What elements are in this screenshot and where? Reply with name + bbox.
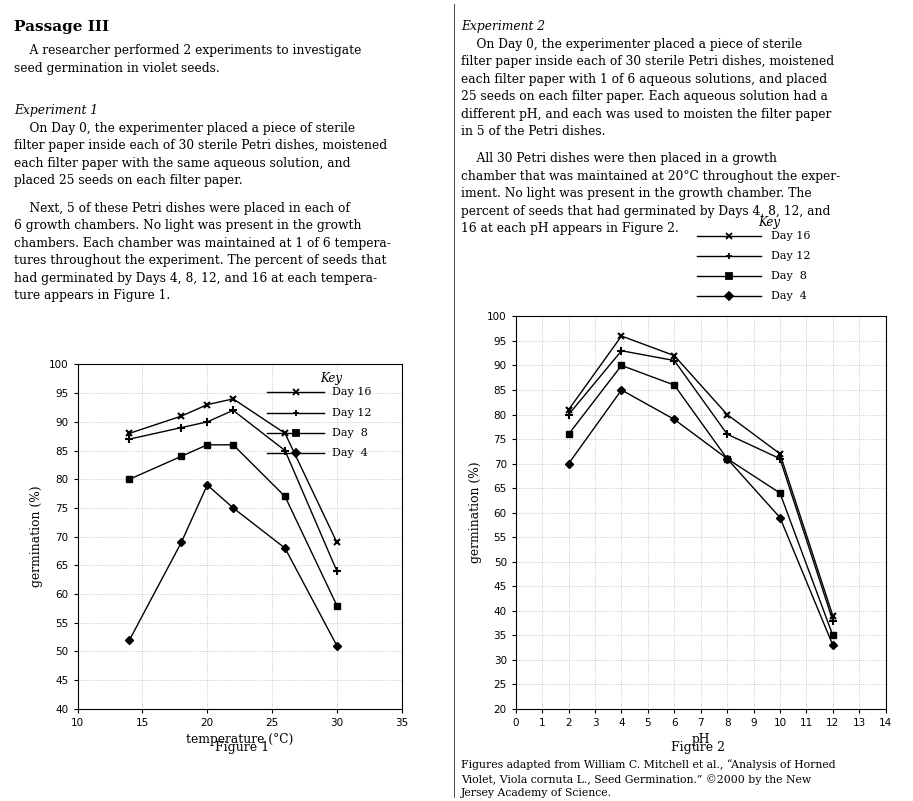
Text: On Day 0, the experimenter placed a piece of sterile
filter paper inside each of: On Day 0, the experimenter placed a piec… xyxy=(14,122,387,187)
X-axis label: pH: pH xyxy=(691,734,710,747)
Y-axis label: germination (%): germination (%) xyxy=(30,486,44,587)
Text: Figure 1: Figure 1 xyxy=(215,741,269,754)
Text: Day 12: Day 12 xyxy=(332,408,372,417)
Text: All 30 Petri dishes were then placed in a growth
chamber that was maintained at : All 30 Petri dishes were then placed in … xyxy=(461,152,840,235)
Text: Day  8: Day 8 xyxy=(771,272,807,281)
Text: Day 12: Day 12 xyxy=(771,252,811,261)
Text: A researcher performed 2 experiments to investigate
seed germination in violet s: A researcher performed 2 experiments to … xyxy=(14,44,361,74)
Text: Day  4: Day 4 xyxy=(332,448,368,457)
Text: Experiment 2: Experiment 2 xyxy=(461,20,545,33)
Text: Passage III: Passage III xyxy=(14,20,109,34)
Text: Key: Key xyxy=(758,216,781,229)
Y-axis label: germination (%): germination (%) xyxy=(468,462,482,563)
Text: Next, 5 of these Petri dishes were placed in each of
6 growth chambers. No light: Next, 5 of these Petri dishes were place… xyxy=(14,202,391,302)
Text: Day  8: Day 8 xyxy=(332,428,368,437)
Text: Day 16: Day 16 xyxy=(332,388,372,397)
Text: Day  4: Day 4 xyxy=(771,292,807,301)
Text: Day 16: Day 16 xyxy=(771,231,811,241)
Text: Key: Key xyxy=(320,372,342,385)
Text: Experiment 1: Experiment 1 xyxy=(14,104,98,117)
X-axis label: temperature (°C): temperature (°C) xyxy=(186,734,293,747)
Text: Figure 2: Figure 2 xyxy=(671,741,726,754)
Text: Figures adapted from William C. Mitchell et al., “Analysis of Horned
Violet, Vio: Figures adapted from William C. Mitchell… xyxy=(461,759,835,799)
Text: On Day 0, the experimenter placed a piece of sterile
filter paper inside each of: On Day 0, the experimenter placed a piec… xyxy=(461,38,834,138)
